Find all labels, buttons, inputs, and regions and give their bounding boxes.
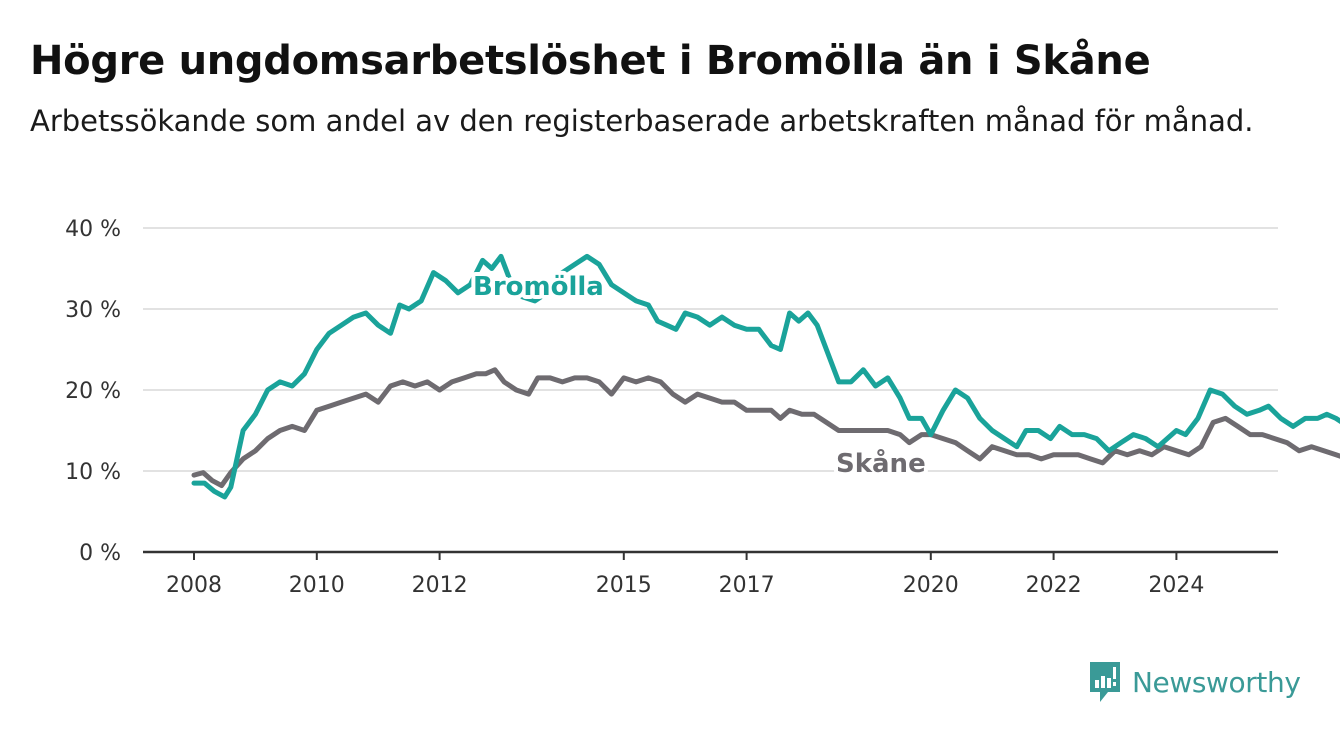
y-tick-label-40: 40 % xyxy=(65,217,121,242)
series-label-halo-1: Skåne xyxy=(836,447,926,479)
x-tick-label-2008: 2008 xyxy=(166,573,222,598)
x-tick-label-2020: 2020 xyxy=(903,573,959,598)
x-tick-label-2012: 2012 xyxy=(412,573,468,598)
y-tick-label-20: 20 % xyxy=(65,379,121,404)
y-tick-label-30: 30 % xyxy=(65,298,121,323)
x-tick-label-2024: 2024 xyxy=(1148,573,1204,598)
bar-chart-icon xyxy=(1090,662,1120,702)
y-tick-label-10: 10 % xyxy=(65,460,121,485)
series-label-1: Skåne xyxy=(836,447,926,479)
chart-subtitle: Arbetssökande som andel av den registerb… xyxy=(30,104,1254,138)
series-label-0: Bromölla xyxy=(473,272,604,302)
x-tick-label-2015: 2015 xyxy=(596,573,652,598)
x-tick-label-2010: 2010 xyxy=(289,573,345,598)
series-label-halo-0: Bromölla xyxy=(473,272,604,302)
brand-name: Newsworthy xyxy=(1132,665,1301,699)
series-line-0 xyxy=(191,253,1340,500)
x-tick-label-2017: 2017 xyxy=(719,573,775,598)
x-tick-label-2022: 2022 xyxy=(1026,573,1082,598)
series-line-1 xyxy=(191,367,1340,489)
chart-title: Högre ungdomsarbetslöshet i Bromölla än … xyxy=(30,38,1151,84)
y-tick-label-0: 0 % xyxy=(79,541,121,566)
newsworthy-logo: Newsworthy xyxy=(1088,660,1301,704)
